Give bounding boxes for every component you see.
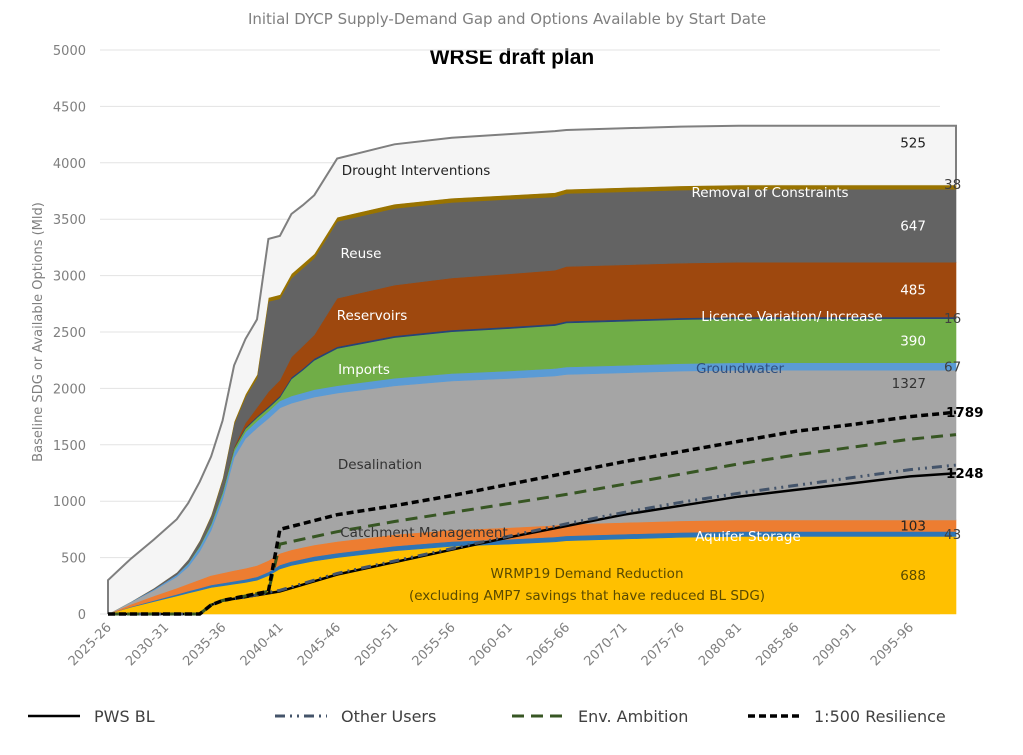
area-labels: WRMP19 Demand Reduction (excluding AMP7 s… <box>337 163 883 604</box>
end-value-removal-of-constraints: 38 <box>944 177 961 193</box>
total-outline <box>107 124 957 614</box>
area-label-wrmp19-demand-reduction-note: (excluding AMP7 savings that have reduce… <box>409 588 765 604</box>
end-value-aquifer-storage: 43 <box>944 527 961 543</box>
x-tick-label: 2075-76 <box>639 620 688 669</box>
y-tick-label: 2000 <box>53 382 86 397</box>
x-tick-label: 2050-51 <box>352 620 401 669</box>
area-label-removal-of-constraints: Removal of Constraints <box>691 185 848 201</box>
x-tick-label: 2085-86 <box>753 620 802 669</box>
x-tick-label: 2030-31 <box>123 620 172 669</box>
legend-label-1-500-resilience: 1:500 Resilience <box>814 707 946 726</box>
end-value-desalination: 1327 <box>892 376 926 392</box>
legend-label-other-users: Other Users <box>341 707 436 726</box>
y-tick-label: 0 <box>78 608 86 623</box>
legend-label-pws-bl: PWS BL <box>94 707 155 726</box>
area-label-groundwater: Groundwater <box>696 361 785 377</box>
area-label-catchment-management: Catchment Management <box>340 525 508 541</box>
end-value-licence-variation-increase: 16 <box>944 311 961 327</box>
y-tick-label: 500 <box>61 552 86 567</box>
x-axis-ticks: 2025-26 2030-31 2035-36 2040-41 2045-46 2050-… <box>66 620 917 669</box>
area-label-licence-variation-increase: Licence Variation/ Increase <box>701 309 882 325</box>
x-tick-label: 2045-46 <box>295 620 344 669</box>
x-tick-label: 2080-81 <box>696 620 745 669</box>
end-value-1-500-resilience: 1789 <box>946 405 984 421</box>
area-label-wrmp19-demand-reduction: WRMP19 Demand Reduction <box>490 566 683 582</box>
area-label-drought-interventions: Drought Interventions <box>342 163 491 179</box>
legend: PWS BL Other Users Env. Ambition 1:500 Resi… <box>28 707 946 726</box>
x-tick-label: 2070-71 <box>582 620 631 669</box>
x-tick-label: 2025-26 <box>66 620 115 669</box>
end-value-catchment-management: 103 <box>900 519 926 535</box>
area-label-aquifer-storage: Aquifer Storage <box>695 529 801 545</box>
x-tick-label: 2055-56 <box>410 620 459 669</box>
y-tick-label: 4500 <box>53 100 86 115</box>
y-tick-label: 1500 <box>53 439 86 454</box>
area-label-reuse: Reuse <box>341 246 382 262</box>
x-tick-label: 2090-91 <box>811 620 860 669</box>
end-value-groundwater: 67 <box>944 359 961 375</box>
legend-label-env-ambition: Env. Ambition <box>578 707 688 726</box>
area-label-desalination: Desalination <box>338 457 422 473</box>
x-tick-label: 2060-61 <box>467 620 516 669</box>
x-tick-label: 2035-36 <box>180 620 229 669</box>
chart-title: Initial DYCP Supply-Demand Gap and Optio… <box>248 10 766 28</box>
chart-subtitle: WRSE draft plan <box>430 46 595 69</box>
y-axis-ticks: 0 500 1000 1500 2000 2500 3000 3500 4000 4500 5000 <box>53 44 86 623</box>
y-tick-label: 3500 <box>53 213 86 228</box>
x-tick-label: 2095-96 <box>868 620 917 669</box>
end-value-drought-interventions: 525 <box>900 136 926 152</box>
y-tick-label: 3000 <box>53 270 86 285</box>
y-tick-label: 2500 <box>53 326 86 341</box>
end-value-labels: 688 43 103 1327 67 390 16 485 647 38 525 1248 1789 <box>892 136 984 585</box>
area-label-imports: Imports <box>338 362 390 378</box>
end-value-reservoirs: 485 <box>900 283 926 299</box>
line-series <box>108 410 957 616</box>
x-tick-label: 2040-41 <box>238 620 287 669</box>
stacked-areas <box>107 124 957 615</box>
y-axis-label: Baseline SDG or Available Options (Mld) <box>31 202 46 462</box>
end-value-reuse: 647 <box>900 219 926 235</box>
end-value-pws-bl: 1248 <box>946 466 984 482</box>
y-tick-label: 5000 <box>53 44 86 59</box>
y-tick-label: 4000 <box>53 157 86 172</box>
y-tick-label: 1000 <box>53 495 86 510</box>
line-1-500-resilience <box>108 410 957 616</box>
x-tick-label: 2065-66 <box>524 620 573 669</box>
area-label-reservoirs: Reservoirs <box>337 308 408 324</box>
end-value-wrmp19-demand-reduction: 688 <box>900 568 926 584</box>
end-value-imports: 390 <box>900 334 926 350</box>
